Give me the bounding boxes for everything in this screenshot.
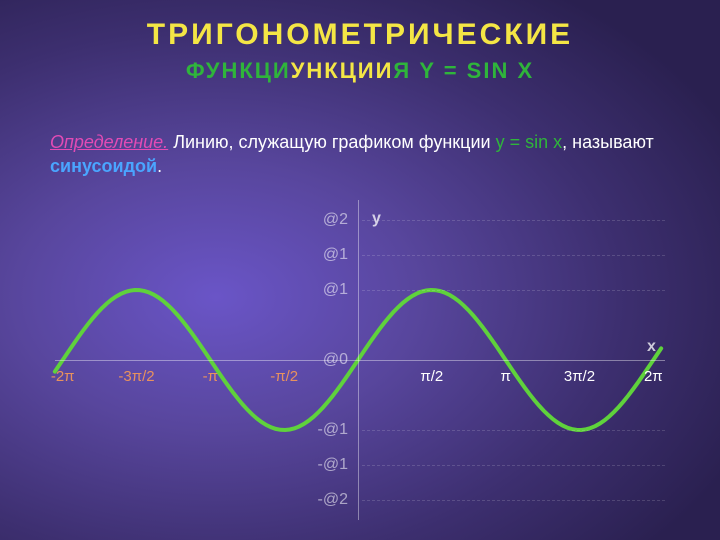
gridline	[362, 220, 665, 221]
definition-part2: , называют	[562, 132, 654, 152]
definition-word: Определение.	[50, 132, 168, 152]
y-tick-label: @0	[288, 351, 354, 369]
gridline	[362, 290, 665, 291]
definition-sinusoid: синусоидой	[50, 156, 157, 176]
title-mid-overlay: УНКЦИИ	[291, 58, 394, 83]
y-axis-label: y	[372, 210, 381, 228]
y-tick-label: -@2	[288, 491, 354, 509]
x-axis-label: x	[647, 338, 656, 356]
x-tick-label: -2π	[51, 368, 75, 385]
title-sub-row: ФУНКЦИУНКЦИИЯ Y = SIN X	[0, 58, 720, 84]
y-tick-label: @2	[288, 211, 354, 229]
y-tick-label: -@1	[288, 421, 354, 439]
definition-part1: Линию, служащую графиком функции	[168, 132, 495, 152]
subtitle-right: Я Y = SIN X	[393, 58, 534, 83]
gridline	[362, 255, 665, 256]
y-tick-label: -@1	[288, 456, 354, 474]
slide: ТРИГОНОМЕТРИЧЕСКИЕ ФУНКЦИУНКЦИИЯ Y = SIN…	[0, 0, 720, 540]
x-tick-label: 2π	[644, 368, 663, 385]
x-tick-label: -π/2	[270, 368, 298, 385]
definition-func: y = sin x	[496, 132, 563, 152]
x-axis-line	[55, 360, 665, 361]
sine-chart: y x @2@1@1@0-@1-@1-@2-2π-3π/2-π-π/2π/2π3…	[55, 200, 665, 520]
title-main: ТРИГОНОМЕТРИЧЕСКИЕ	[0, 18, 720, 52]
title-line1: ТРИГОНОМЕТРИЧЕСКИЕ	[0, 18, 720, 52]
subtitle-left: ФУНКЦИ	[186, 58, 291, 83]
x-tick-label: -3π/2	[118, 368, 154, 385]
y-tick-label: @1	[288, 246, 354, 264]
x-tick-label: -π	[203, 368, 218, 385]
x-tick-label: 3π/2	[564, 368, 595, 385]
gridline	[362, 465, 665, 466]
definition-part3: .	[157, 156, 162, 176]
x-tick-label: π/2	[420, 368, 443, 385]
y-tick-label: @1	[288, 281, 354, 299]
x-tick-label: π	[500, 368, 510, 385]
gridline	[362, 500, 665, 501]
definition-text: Определение. Линию, служащую графиком фу…	[50, 130, 665, 179]
gridline	[362, 430, 665, 431]
